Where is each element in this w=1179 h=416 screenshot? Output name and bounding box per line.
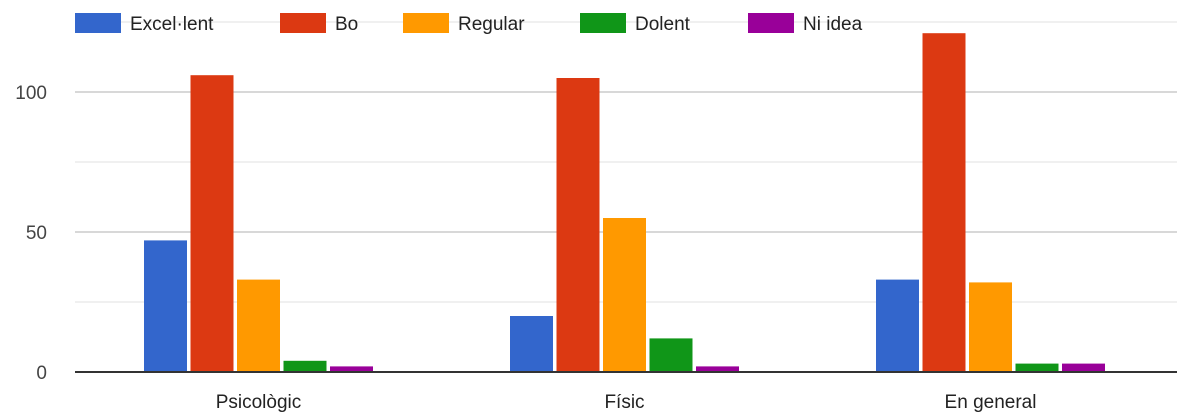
bar-psicologic-excel-lent[interactable] [144, 240, 187, 372]
bar-fisic-dolent[interactable] [649, 338, 693, 372]
legend-label-dolent[interactable]: Dolent [635, 14, 691, 35]
bar-en-general-dolent[interactable] [1015, 363, 1059, 372]
bars [144, 33, 1105, 372]
bar-psicologic-bo[interactable] [190, 75, 234, 372]
legend-label-bo[interactable]: Bo [335, 14, 358, 35]
legend-label-excel-lent[interactable]: Excel·lent [130, 14, 214, 35]
x-category-label: Psicològic [216, 392, 302, 413]
legend-swatch-dolent[interactable] [580, 13, 626, 33]
bar-fisic-ni-idea[interactable] [696, 366, 739, 372]
y-tick-label: 0 [36, 363, 47, 384]
bar-en-general-ni-idea[interactable] [1062, 363, 1105, 372]
y-axis-ticks: 0 50 100 [15, 83, 47, 384]
legend-label-ni-idea[interactable]: Ni idea [803, 14, 863, 35]
bar-en-general-bo[interactable] [922, 33, 966, 372]
legend-swatch-regular[interactable] [403, 13, 449, 33]
y-tick-label: 100 [15, 83, 47, 104]
bar-psicologic-ni-idea[interactable] [330, 366, 373, 372]
x-category-label: En general [945, 392, 1037, 413]
bar-en-general-excel-lent[interactable] [876, 279, 919, 372]
legend-swatch-excel-lent[interactable] [75, 13, 121, 33]
legend-label-regular[interactable]: Regular [458, 14, 525, 35]
x-axis-labels: Psicològic Físic En general [216, 392, 1037, 413]
bar-fisic-excel-lent[interactable] [510, 316, 553, 372]
legend[interactable]: Excel·lent Bo Regular Dolent Ni idea [75, 13, 863, 35]
bar-fisic-regular[interactable] [603, 218, 646, 372]
y-tick-label: 50 [26, 223, 47, 244]
legend-swatch-ni-idea[interactable] [748, 13, 794, 33]
bar-fisic-bo[interactable] [556, 78, 600, 372]
bar-psicologic-dolent[interactable] [283, 360, 327, 372]
legend-swatch-bo[interactable] [280, 13, 326, 33]
bar-psicologic-regular[interactable] [237, 279, 280, 372]
bar-en-general-regular[interactable] [969, 282, 1012, 372]
x-category-label: Físic [604, 392, 644, 413]
